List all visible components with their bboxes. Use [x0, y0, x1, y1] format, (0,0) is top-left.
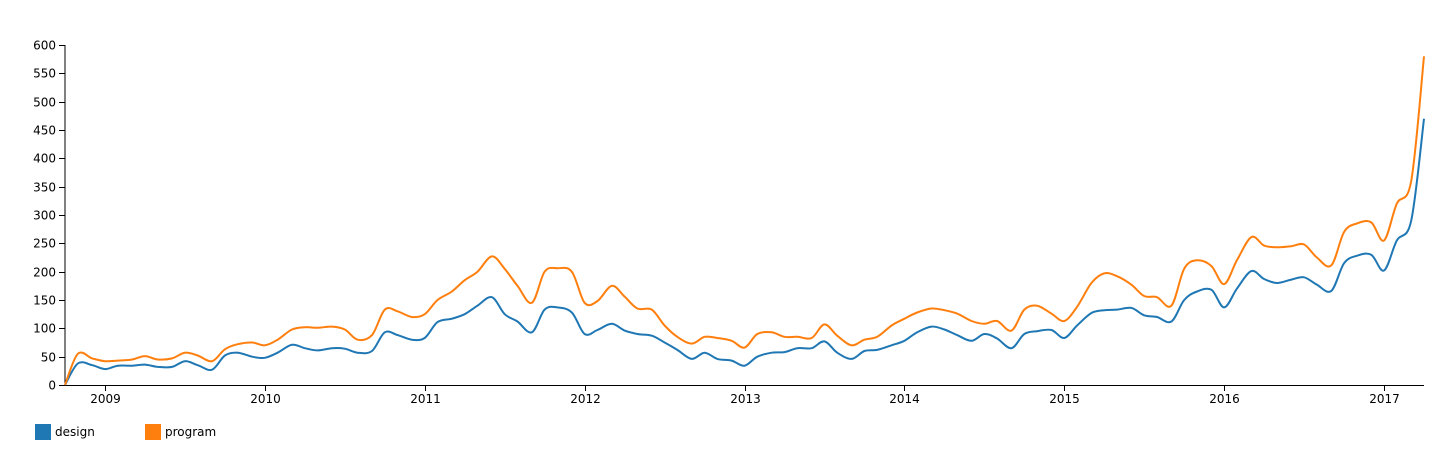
x-tick-label: 2012: [570, 392, 601, 406]
legend-swatch-design: [35, 424, 51, 440]
series-layer: [64, 56, 1425, 386]
x-tick-label: 2016: [1209, 392, 1240, 406]
y-tick-label: 500: [33, 96, 56, 110]
y-tick-label: 0: [48, 379, 56, 393]
x-tick-label: 2017: [1369, 392, 1400, 406]
legend-item-design[interactable]: design: [35, 424, 145, 440]
y-tick-label: 300: [33, 209, 56, 223]
x-tick-label: 2010: [250, 392, 281, 406]
y-tick-label: 200: [33, 266, 56, 280]
y-tick-label: 350: [33, 181, 56, 195]
series-line-design: [64, 118, 1425, 386]
y-tick-label: 50: [41, 351, 56, 365]
y-tick-label: 450: [33, 124, 56, 138]
legend-label-design: design: [55, 425, 95, 439]
y-axis: 0 50 100 150 200 250 300 350 400 450 500 550 600: [33, 39, 66, 393]
y-tick-label: 400: [33, 152, 56, 166]
legend-label-program: program: [165, 425, 217, 439]
x-tick-label: 2011: [410, 392, 441, 406]
legend-item-program[interactable]: program: [145, 424, 255, 440]
y-tick-label: 600: [33, 39, 56, 53]
legend-swatch-program: [145, 424, 161, 440]
legend: design program: [35, 424, 255, 440]
y-tick-label: 250: [33, 237, 56, 251]
y-tick-label: 550: [33, 67, 56, 81]
x-tick-label: 2014: [889, 392, 920, 406]
x-tick-label: 2013: [730, 392, 761, 406]
x-tick-label: 2015: [1049, 392, 1080, 406]
x-tick-label: 2009: [90, 392, 121, 406]
series-line-program: [64, 56, 1425, 386]
x-axis: 2009 2010 2011 2012 2013 2014 2015 2016 2017: [65, 385, 1424, 406]
y-tick-label: 150: [33, 294, 56, 308]
y-tick-label: 100: [33, 322, 56, 336]
